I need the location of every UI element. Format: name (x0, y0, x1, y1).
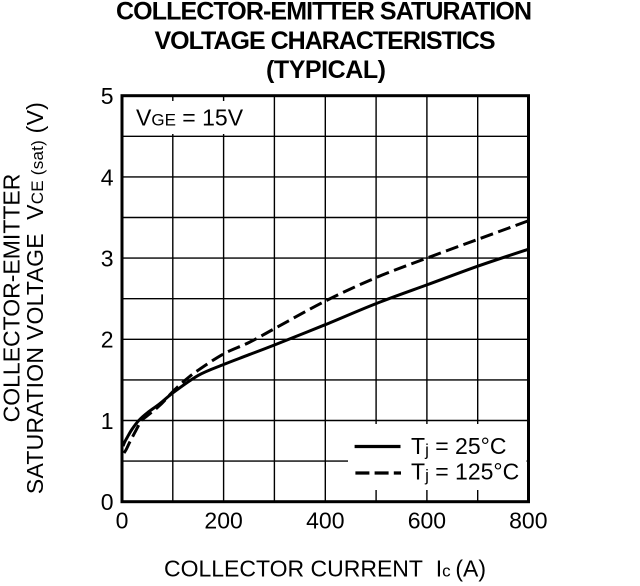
svg-text:5: 5 (101, 83, 114, 109)
svg-text:VGE = 15V: VGE = 15V (136, 105, 244, 131)
svg-text:VOLTAGE CHARACTERISTICS: VOLTAGE CHARACTERISTICS (155, 27, 496, 55)
svg-text:400: 400 (306, 508, 344, 534)
svg-text:Tj = 125°C: Tj = 125°C (411, 459, 519, 486)
svg-text:600: 600 (408, 508, 446, 534)
svg-text:0: 0 (116, 508, 129, 534)
svg-text:1: 1 (101, 408, 114, 434)
svg-text:COLLECTOR-EMITTER: COLLECTOR-EMITTER (0, 174, 25, 423)
svg-text:3: 3 (101, 246, 114, 272)
svg-text:800: 800 (509, 508, 547, 534)
svg-text:SATURATION VOLTAGE VCE (sat): SATURATION VOLTAGE VCE (sat) (V) (22, 102, 48, 494)
svg-text:200: 200 (204, 508, 242, 534)
svg-text:0: 0 (101, 489, 114, 515)
svg-text:COLLECTOR CURRENT Ic (A): COLLECTOR CURRENT Ic (A) (164, 555, 486, 581)
svg-text:Tj = 25°C: Tj = 25°C (411, 433, 506, 460)
svg-text:4: 4 (101, 164, 114, 190)
svg-text:2: 2 (101, 327, 114, 353)
svg-text:COLLECTOR-EMITTER SATURATION: COLLECTOR-EMITTER SATURATION (116, 0, 532, 26)
svg-text:(TYPICAL): (TYPICAL) (266, 56, 386, 84)
